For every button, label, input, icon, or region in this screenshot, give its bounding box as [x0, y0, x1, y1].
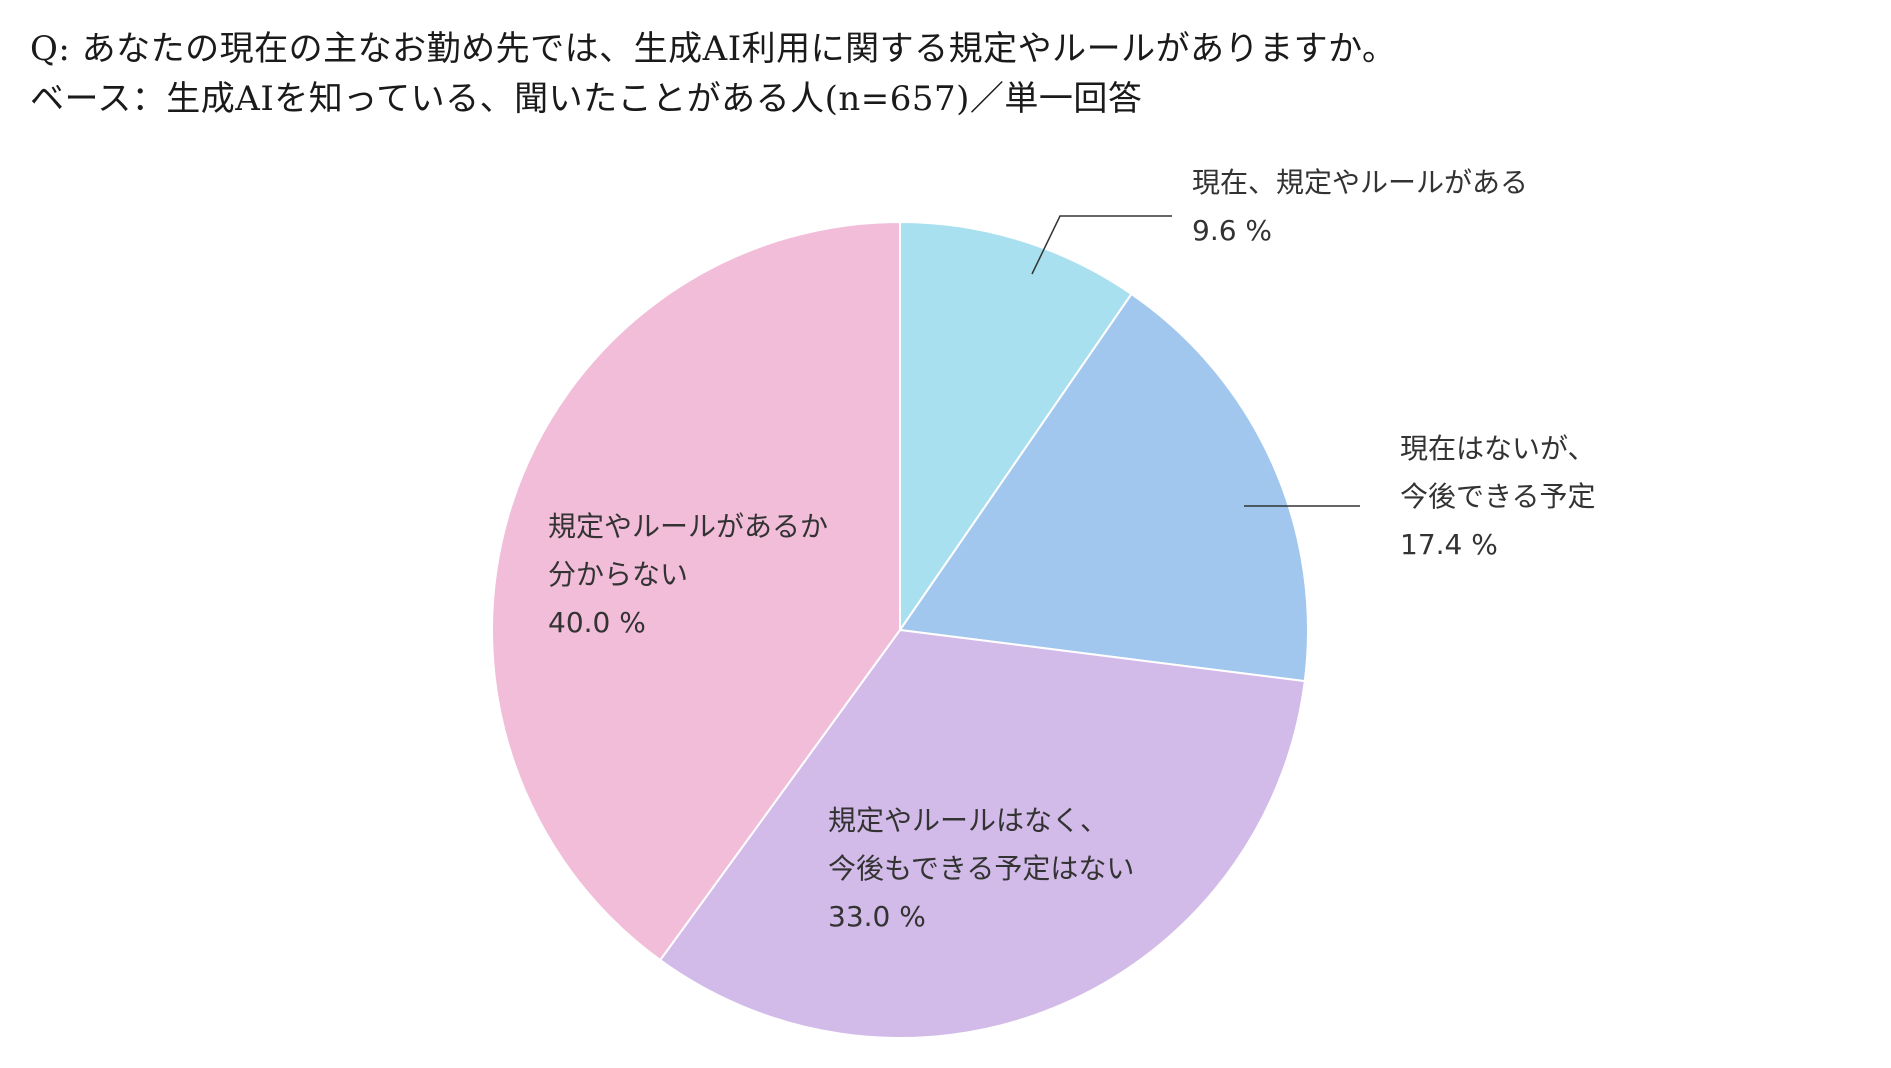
slice-label-planned-rules: 現在はないが、今後できる予定 17.4 %	[1400, 432, 1595, 561]
slice-label-line: 現在、規定やルールがある	[1192, 166, 1528, 199]
slice-value-label: 40.0 %	[548, 606, 646, 639]
slice-value-label: 9.6 %	[1192, 214, 1272, 247]
leader-lines	[1031, 215, 1360, 507]
pie-slice-planned-rules	[898, 292, 1309, 683]
base-text: ベース：生成AIを知っている、聞いたことがある人(n=657)／単一回答	[30, 79, 1143, 119]
leader-line-current-rules	[1031, 215, 1172, 275]
slice-label-no-rules-no-plan: 規定やルールはなく、今後もできる予定はない 33.0 %	[828, 804, 1134, 933]
pie-slice-unknown	[491, 220, 901, 962]
slice-label-line: 現在はないが、	[1400, 432, 1595, 465]
pie-slice-current-rules	[899, 220, 1133, 634]
slice-label-line: 規定やルールがあるか	[548, 510, 828, 543]
question-text: Q: あなたの現在の主なお勤め先では、生成AI利用に関する規定やルールがあります…	[30, 29, 1397, 69]
chart-header: Q: あなたの現在の主なお勤め先では、生成AI利用に関する規定やルールがあります…	[30, 24, 1396, 124]
slice-label-line: 今後もできる予定はない	[828, 852, 1134, 885]
slice-label-line: 規定やルールはなく、	[828, 804, 1108, 837]
slice-label-line: 今後できる予定	[1400, 480, 1595, 513]
pie-slices	[491, 220, 1309, 1039]
slice-label-line: 分からない	[548, 558, 688, 591]
pie-slice-no-rules-no-plan	[658, 628, 1306, 1039]
slice-value-label: 17.4 %	[1400, 528, 1498, 561]
slice-label-current-rules: 現在、規定やルールがある 9.6 %	[1192, 166, 1528, 247]
slice-labels: 現在、規定やルールがある 9.6 % 現在はないが、今後できる予定 17.4 % 規定や…	[548, 166, 1595, 933]
slice-value-label: 33.0 %	[828, 900, 926, 933]
